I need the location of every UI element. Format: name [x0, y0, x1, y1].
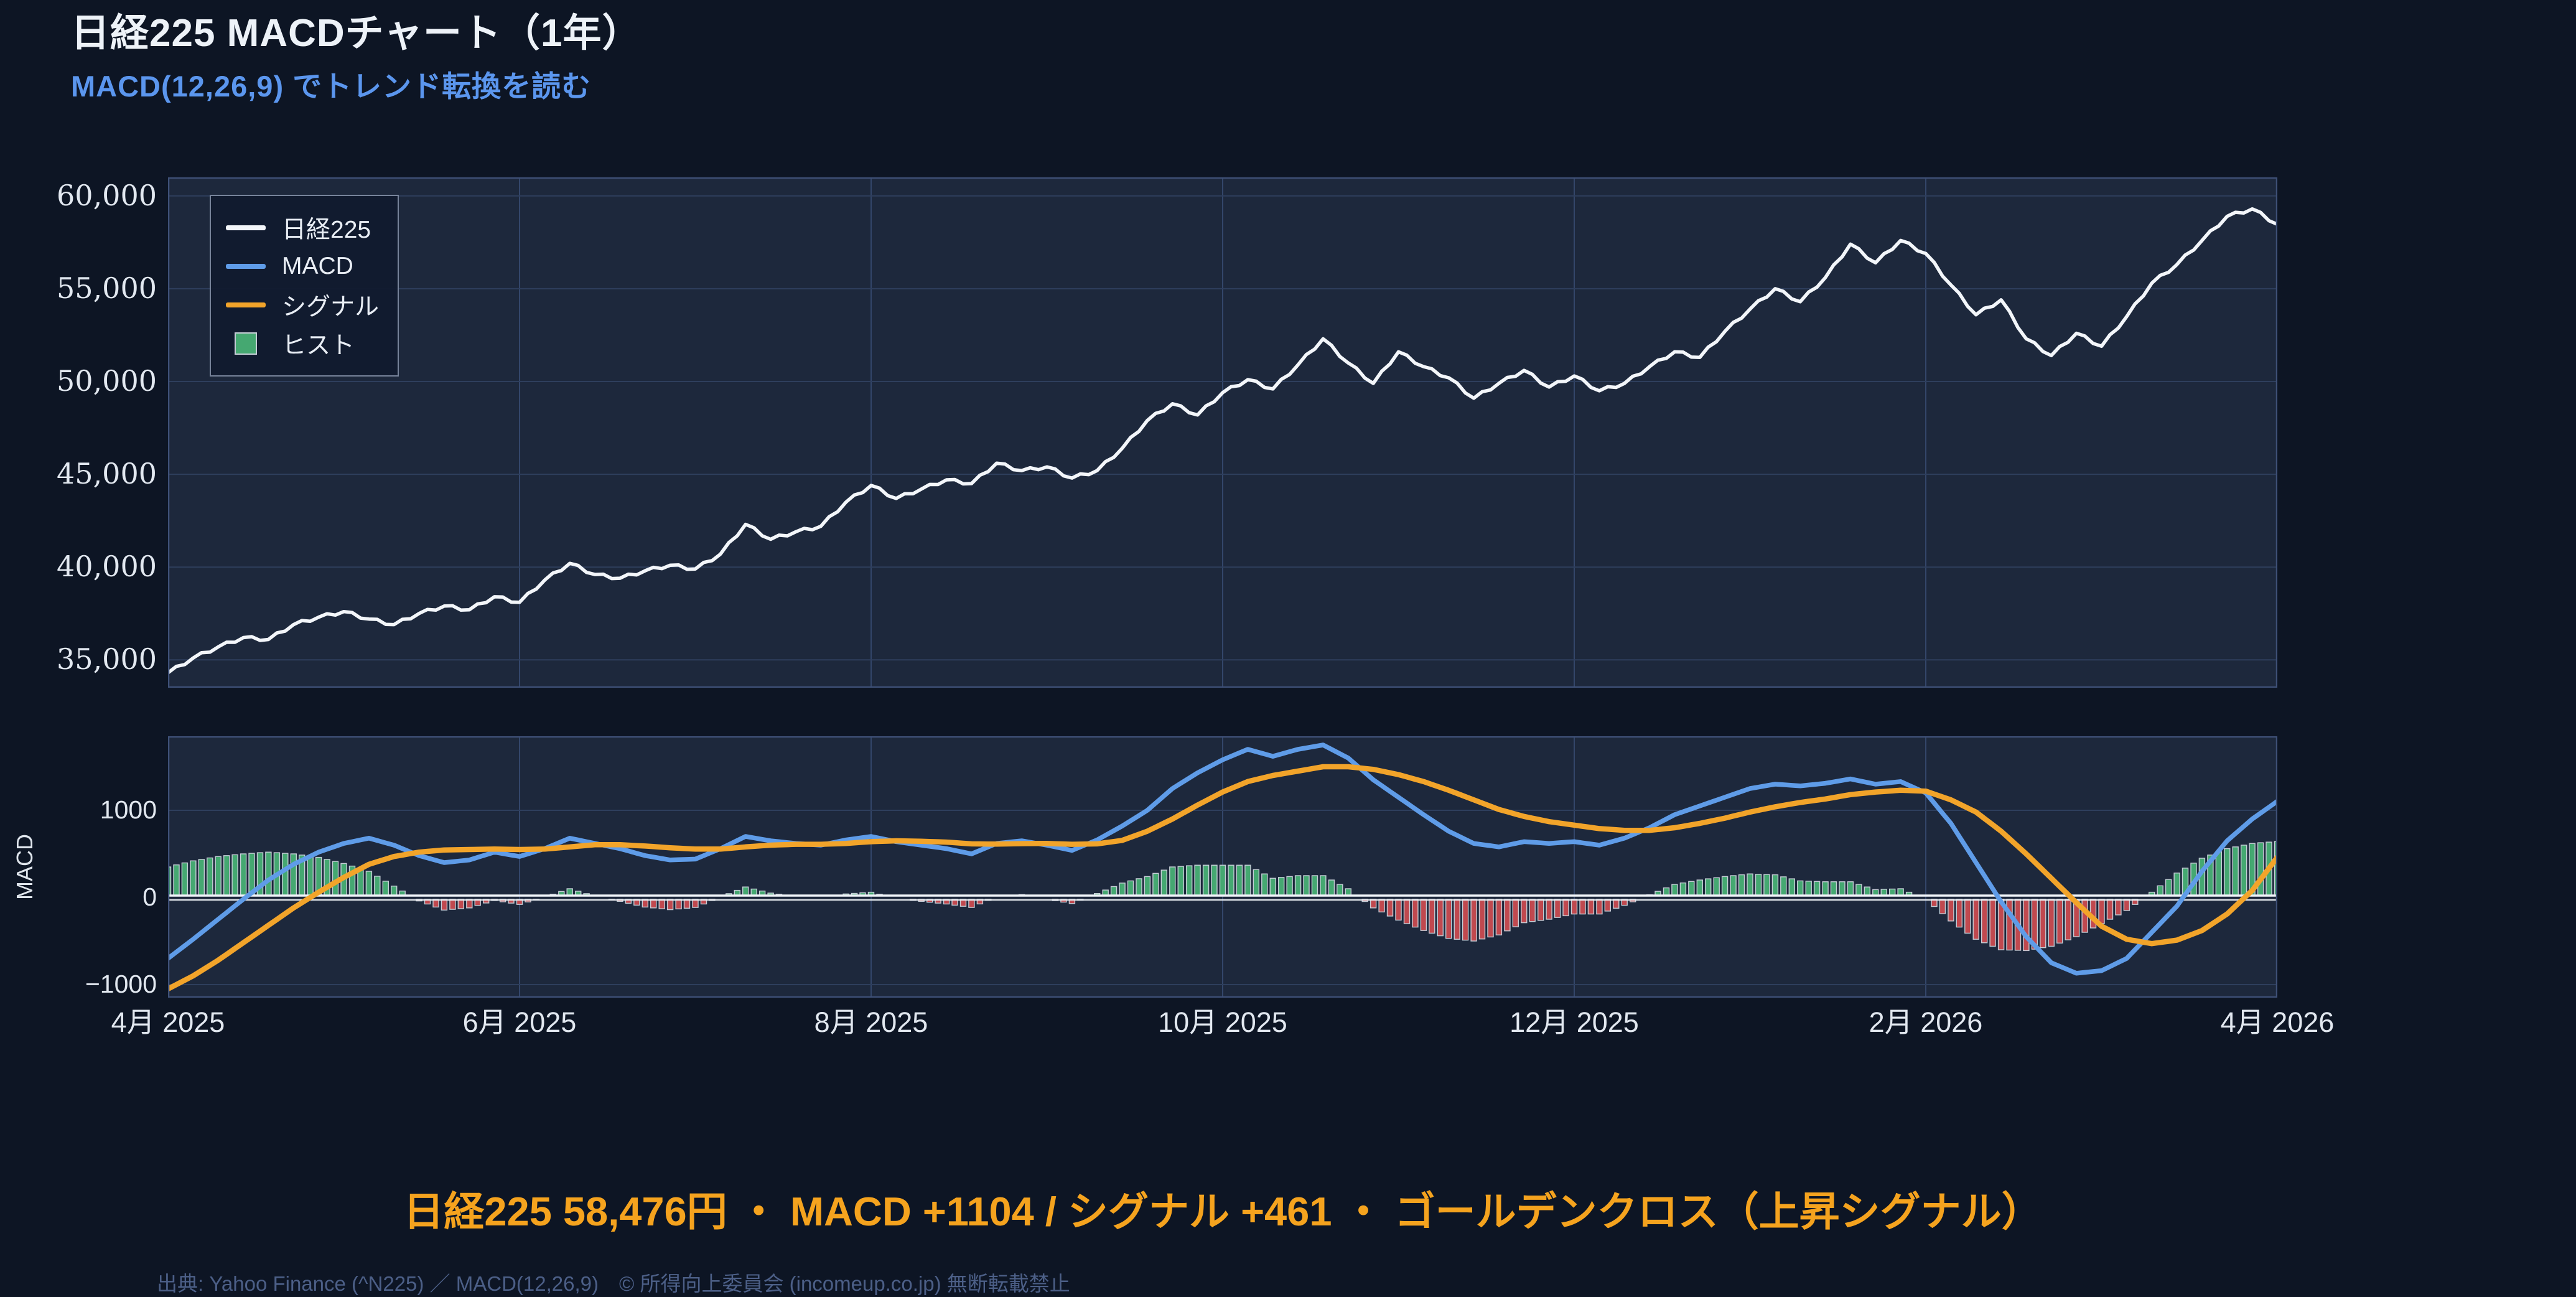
price-y-tick-label: 40,000	[0, 552, 157, 581]
legend-item: シグナル	[226, 286, 379, 324]
legend-item: MACD	[226, 247, 379, 286]
x-tick-label: 4月 2026	[2165, 1008, 2389, 1036]
page-title: 日経225 MACDチャート（1年）	[71, 1, 642, 57]
x-tick-label: 6月 2025	[408, 1008, 632, 1036]
price-y-tick-label: 55,000	[0, 274, 157, 302]
legend-item-label: MACD	[282, 253, 353, 280]
price-y-tick-label: 50,000	[0, 367, 157, 395]
legend-item-label: シグナル	[282, 288, 379, 322]
macd-axis-title: MACD	[12, 774, 38, 960]
legend-line-swatch-icon	[226, 225, 266, 230]
legend-box: 日経225 MACD シグナルヒスト	[210, 195, 399, 377]
x-tick-label: 2月 2026	[1814, 1008, 2038, 1036]
legend-item-label: ヒスト	[282, 326, 355, 361]
legend-item: ヒスト	[226, 324, 379, 363]
legend-line-swatch-icon	[226, 302, 266, 307]
price-chart-svg	[168, 177, 2277, 688]
price-y-tick-label: 35,000	[0, 645, 157, 673]
price-y-tick-label: 60,000	[0, 181, 157, 210]
x-tick-label: 10月 2025	[1111, 1008, 1335, 1036]
price-y-tick-label: 45,000	[0, 459, 157, 488]
legend-item: 日経225	[226, 208, 379, 247]
macd-chart-svg	[168, 736, 2277, 998]
macd-y-tick-label: −1000	[0, 972, 157, 997]
page-subtitle: MACD(12,26,9) でトレンド転換を読む	[71, 62, 591, 105]
source-note: 出典: Yahoo Finance (^N225) ／ MACD(12,26,9…	[157, 1267, 1070, 1297]
legend-line-swatch-icon	[226, 264, 266, 269]
legend-square-swatch-icon	[226, 332, 266, 355]
summary-line: 日経225 58,476円 ・ MACD +1104 / シグナル +461 ・…	[168, 1179, 2277, 1237]
x-tick-label: 8月 2025	[759, 1008, 983, 1036]
x-tick-label: 12月 2025	[1462, 1008, 1686, 1036]
x-tick-label: 4月 2025	[56, 1008, 280, 1036]
legend-item-label: 日経225	[282, 210, 371, 245]
